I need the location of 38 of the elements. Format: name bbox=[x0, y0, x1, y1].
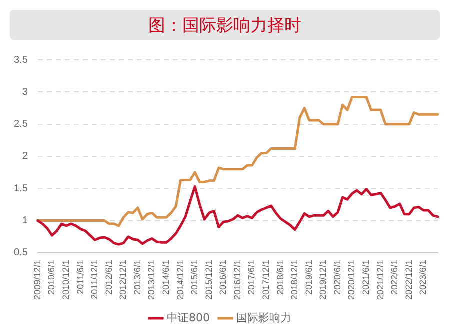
x-tick-label: 2014/12/1 bbox=[175, 260, 186, 300]
x-tick-label: 2017/12/1 bbox=[261, 260, 272, 300]
x-tick-label: 2021/12/1 bbox=[375, 260, 386, 300]
x-tick-label: 2016/6/1 bbox=[218, 260, 228, 296]
x-tick-label: 2019/12/1 bbox=[318, 260, 328, 300]
x-tick-label: 2012/6/1 bbox=[104, 260, 114, 296]
x-tick-label: 2010/12/1 bbox=[60, 260, 71, 300]
x-tick-label: 2012/12/1 bbox=[118, 260, 128, 300]
x-tick-label: 2017/6/1 bbox=[246, 260, 257, 296]
y-tick-label: 0.5 bbox=[14, 248, 28, 259]
chart-title: 图：国际影响力择时 bbox=[148, 14, 302, 36]
x-tick-label: 2015/12/1 bbox=[204, 260, 214, 300]
y-tick-label: 2.5 bbox=[14, 119, 28, 130]
x-tick-label: 2022/12/1 bbox=[404, 260, 414, 300]
x-tick-label: 2013/6/1 bbox=[132, 260, 142, 296]
legend-label: 中证800 bbox=[167, 311, 210, 324]
x-tick-label: 2011/6/1 bbox=[75, 260, 86, 294]
x-tick-label: 2023/6/1 bbox=[418, 260, 428, 296]
x-tick-label: 2014/6/1 bbox=[160, 260, 171, 296]
y-tick-label: 3.5 bbox=[14, 54, 28, 66]
x-tick-label: 2010/6/1 bbox=[46, 260, 57, 296]
x-tick-label: 2009/12/1 bbox=[32, 260, 42, 300]
x-tick-label: 2018/12/1 bbox=[290, 260, 300, 300]
x-tick-label: 2011/12/1 bbox=[90, 260, 100, 300]
x-tick-label: 2021/6/1 bbox=[361, 260, 372, 296]
x-tick-label: 2022/6/1 bbox=[390, 260, 400, 296]
y-tick-label: 2 bbox=[22, 151, 28, 162]
y-tick-label: 1 bbox=[22, 216, 28, 227]
y-tick-label: 3 bbox=[22, 86, 28, 98]
x-tick-label: 2018/6/1 bbox=[275, 260, 286, 296]
legend-label: 国际影响力 bbox=[236, 311, 292, 324]
x-tick-label: 2013/12/1 bbox=[146, 260, 157, 300]
x-tick-label: 2016/12/1 bbox=[232, 260, 242, 300]
y-tick-label: 1.5 bbox=[14, 183, 28, 194]
x-tick-label: 2015/6/1 bbox=[190, 260, 200, 296]
x-tick-label: 2019/6/1 bbox=[304, 260, 314, 296]
x-tick-label: 2020/6/1 bbox=[332, 260, 342, 296]
x-tick-label: 2020/12/1 bbox=[346, 260, 357, 300]
